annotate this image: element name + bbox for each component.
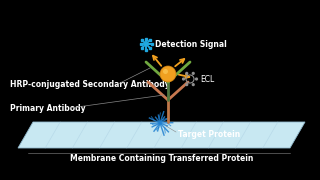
Circle shape	[195, 77, 198, 81]
Text: Detection Signal: Detection Signal	[155, 39, 227, 48]
Text: HRP-conjugated Secondary Antibody: HRP-conjugated Secondary Antibody	[10, 80, 170, 89]
Circle shape	[160, 66, 176, 82]
Circle shape	[163, 69, 168, 74]
Circle shape	[185, 83, 188, 86]
Text: Primary Antibody: Primary Antibody	[10, 103, 86, 112]
Circle shape	[182, 77, 185, 81]
Text: Membrane Containing Transferred Protein: Membrane Containing Transferred Protein	[70, 154, 253, 163]
Circle shape	[185, 72, 188, 75]
Polygon shape	[18, 122, 305, 148]
Circle shape	[192, 83, 195, 86]
Circle shape	[192, 72, 195, 75]
Text: Target Protein: Target Protein	[178, 130, 240, 139]
Text: ECL: ECL	[200, 75, 214, 84]
